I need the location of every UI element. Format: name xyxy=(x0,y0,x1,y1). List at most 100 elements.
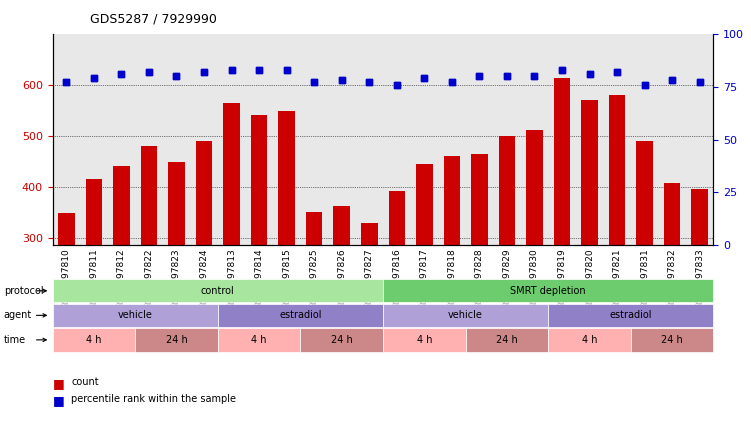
Bar xyxy=(609,95,626,390)
Text: 24 h: 24 h xyxy=(662,335,683,345)
Point xyxy=(666,77,678,84)
Point xyxy=(584,71,596,77)
Bar xyxy=(444,156,460,390)
Text: 24 h: 24 h xyxy=(496,335,517,345)
Text: vehicle: vehicle xyxy=(448,310,483,320)
Bar xyxy=(631,34,659,245)
Point xyxy=(143,69,155,75)
Text: agent: agent xyxy=(4,310,32,320)
Bar xyxy=(664,183,680,390)
Bar xyxy=(692,189,708,390)
Point xyxy=(60,79,72,86)
Bar xyxy=(333,206,350,390)
Bar xyxy=(388,191,405,390)
Point xyxy=(529,73,541,80)
Point xyxy=(116,71,128,77)
Point xyxy=(473,73,485,80)
Bar xyxy=(279,111,295,390)
Point xyxy=(501,73,513,80)
Bar xyxy=(444,156,460,390)
Bar xyxy=(520,34,548,245)
Point xyxy=(446,79,458,86)
Bar xyxy=(388,191,405,390)
Bar xyxy=(471,154,487,390)
Point xyxy=(694,79,706,86)
Point xyxy=(60,79,72,86)
Bar xyxy=(548,34,576,245)
Bar xyxy=(355,34,383,245)
Bar xyxy=(80,34,107,245)
Point xyxy=(170,73,182,80)
Bar xyxy=(416,164,433,390)
Bar xyxy=(411,34,438,245)
Point xyxy=(253,66,265,73)
Point xyxy=(501,73,513,80)
Bar xyxy=(493,34,520,245)
Text: 24 h: 24 h xyxy=(166,335,187,345)
Bar xyxy=(140,146,157,390)
Text: SMRT depletion: SMRT depletion xyxy=(511,286,586,296)
Point xyxy=(556,66,568,73)
Text: estradiol: estradiol xyxy=(279,310,321,320)
Bar xyxy=(659,34,686,245)
Bar xyxy=(273,34,300,245)
Point xyxy=(308,79,320,86)
Bar xyxy=(279,111,295,390)
Bar xyxy=(113,166,130,390)
Point xyxy=(88,75,100,82)
Text: 4 h: 4 h xyxy=(86,335,101,345)
Bar xyxy=(218,34,246,245)
Bar xyxy=(526,130,543,390)
Text: ■: ■ xyxy=(53,377,65,390)
Bar xyxy=(581,100,598,390)
Bar xyxy=(251,115,267,390)
Bar xyxy=(113,166,130,390)
Point xyxy=(143,69,155,75)
Point xyxy=(529,73,541,80)
Point xyxy=(88,75,100,82)
Text: estradiol: estradiol xyxy=(610,310,652,320)
Bar xyxy=(306,212,322,390)
Bar xyxy=(140,146,157,390)
Point xyxy=(363,79,376,86)
Text: GDS5287 / 7929990: GDS5287 / 7929990 xyxy=(90,13,217,26)
Bar xyxy=(168,162,185,390)
Bar xyxy=(553,78,570,390)
Bar xyxy=(190,34,218,245)
Text: 4 h: 4 h xyxy=(582,335,597,345)
Point xyxy=(611,69,623,75)
Point xyxy=(446,79,458,86)
Bar xyxy=(466,34,493,245)
Bar xyxy=(416,164,433,390)
Text: 4 h: 4 h xyxy=(252,335,267,345)
Bar xyxy=(526,130,543,390)
Bar xyxy=(499,136,515,390)
Point xyxy=(418,75,430,82)
Point xyxy=(116,71,128,77)
Point xyxy=(694,79,706,86)
Bar xyxy=(581,100,598,390)
Bar xyxy=(383,34,411,245)
Bar xyxy=(168,162,185,390)
Point xyxy=(418,75,430,82)
Bar xyxy=(664,183,680,390)
Point xyxy=(556,66,568,73)
Point xyxy=(584,71,596,77)
Point xyxy=(391,81,403,88)
Bar xyxy=(361,223,378,390)
Text: control: control xyxy=(201,286,234,296)
Bar xyxy=(135,34,163,245)
Text: 4 h: 4 h xyxy=(417,335,432,345)
Bar xyxy=(223,103,240,390)
Point xyxy=(391,81,403,88)
Point xyxy=(281,66,293,73)
Point xyxy=(198,69,210,75)
Bar xyxy=(107,34,135,245)
Bar xyxy=(692,189,708,390)
Text: protocol: protocol xyxy=(4,286,44,296)
Point xyxy=(198,69,210,75)
Point xyxy=(336,77,348,84)
Bar xyxy=(361,223,378,390)
Bar xyxy=(333,206,350,390)
Bar xyxy=(438,34,466,245)
